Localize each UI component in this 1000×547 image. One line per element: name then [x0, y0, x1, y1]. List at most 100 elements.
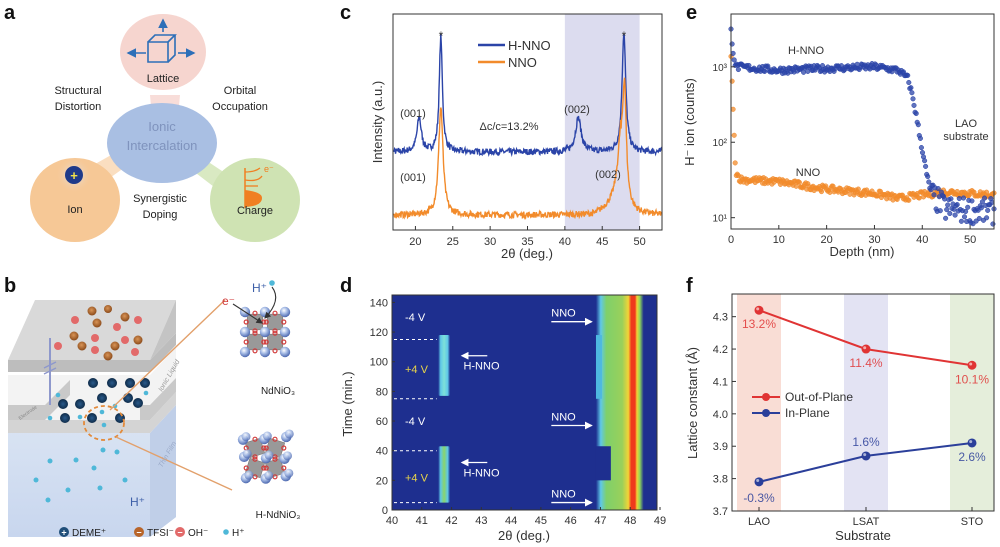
data-point	[909, 90, 915, 96]
series-nno	[393, 77, 662, 221]
oxygen-atom	[252, 330, 258, 336]
data-point	[922, 158, 928, 164]
plot-frame-f	[731, 293, 995, 512]
y-tick-label: 140	[370, 297, 388, 309]
legend-proton-icon	[223, 529, 229, 535]
panel-label-b: b	[4, 275, 16, 297]
data-point	[947, 210, 953, 217]
legend-label-in-plane: In-Plane	[785, 406, 830, 420]
x-tick-label: 40	[916, 234, 928, 246]
x-tick-label: 40	[559, 236, 571, 248]
data-point	[731, 57, 737, 63]
y-tick-label: 4.1	[713, 376, 728, 388]
data-point	[855, 186, 861, 192]
data-point	[906, 197, 912, 203]
cube-icon	[126, 18, 196, 63]
y-tick-label: 3.7	[713, 506, 728, 518]
nd-atom	[242, 449, 252, 459]
x-tick-label: 47	[594, 515, 606, 527]
nio6-octahedron	[266, 333, 284, 351]
y-tick-label: 4.3	[713, 312, 728, 324]
node-lattice-label: Lattice	[147, 73, 179, 85]
x-tick-label: 25	[447, 236, 459, 248]
data-point	[729, 78, 735, 84]
node-charge-label: Charge	[237, 205, 273, 217]
oxygen-atom	[281, 445, 287, 451]
x-tick-label: 30	[868, 234, 880, 246]
data-point	[944, 207, 950, 213]
y-tick-label: 120	[370, 327, 388, 339]
charge-electron-symbol: e⁻	[264, 164, 274, 174]
feature-label-nno: NNO	[551, 411, 576, 423]
x-tick-label: 10	[773, 234, 785, 246]
data-point	[919, 150, 926, 156]
y-tick-label: 10¹	[713, 214, 728, 225]
voltage-label: -4 V	[405, 312, 426, 324]
data-point	[925, 173, 931, 180]
x-tick-label: 45	[596, 236, 608, 248]
data-point	[952, 212, 958, 218]
data-point	[905, 72, 911, 78]
nd-atom	[262, 431, 272, 441]
oxygen-atom	[252, 436, 258, 442]
data-label: 2.6%	[958, 450, 986, 464]
data-point	[928, 187, 934, 193]
legend-label-nno: NNO	[508, 55, 537, 70]
x-tick-label: LSAT	[853, 516, 880, 528]
data-label: -0.3%	[743, 491, 775, 505]
annotation-lao: LAO	[955, 118, 977, 130]
oxygen-atom	[252, 456, 258, 462]
data-point	[976, 215, 982, 222]
feature-label-nno: NNO	[551, 489, 576, 501]
nio6-octahedron	[266, 313, 284, 331]
peak-label-001-hnno: (001)	[400, 108, 426, 120]
protons-in-film	[33, 447, 128, 503]
nd-atom	[284, 468, 294, 478]
data-point	[762, 68, 768, 74]
panel-a: a Ionic Intercalation Lattice + Ion	[4, 2, 300, 242]
oxygen-atom	[263, 465, 269, 471]
y-axis-label-d: Time (min.)	[340, 371, 355, 436]
data-point	[985, 207, 991, 213]
panel-b-legend: + DEME⁺ − TFSI⁻ − OH⁻ H⁺	[59, 527, 245, 539]
anion-cloud	[54, 305, 143, 361]
annotation-nno: NNO	[796, 167, 821, 179]
data-point	[735, 66, 741, 73]
crystal-structure-ndnio3	[239, 306, 291, 358]
data-point	[818, 189, 825, 195]
feature-label-h-nno: H-NNO	[463, 361, 499, 373]
legend-deme-label: DEME⁺	[72, 528, 106, 539]
node-ionic-intercalation	[107, 103, 217, 183]
oxygen-atom	[243, 465, 249, 471]
substrate-peak-star-1: *	[439, 29, 444, 43]
oxygen-atom	[272, 330, 278, 336]
feature-label-h-nno: H-NNO	[463, 467, 499, 479]
data-point	[910, 96, 916, 102]
legend-label-h-nno: H-NNO	[508, 38, 551, 53]
data-point	[965, 204, 971, 210]
data-point	[913, 110, 919, 117]
data-point-highlight	[969, 440, 973, 444]
zoom-line-bottom	[115, 436, 233, 491]
panel-label-c: c	[340, 2, 351, 24]
data-point	[765, 63, 771, 69]
data-point	[961, 214, 968, 220]
proton-annotation: H⁺	[252, 281, 267, 295]
center-line-1: Ionic	[148, 119, 176, 134]
data-point	[943, 215, 949, 221]
y-axis-label-e: H⁻ ion (counts)	[682, 78, 697, 166]
oxygen-atom	[272, 348, 278, 354]
y-tick-label: 20	[376, 475, 388, 487]
oxygen-atom	[272, 436, 278, 442]
oxygen-atom	[272, 310, 278, 316]
data-point-highlight	[756, 479, 760, 483]
structure-label-ndnio3: NdNiO₃	[261, 386, 295, 397]
data-point	[731, 132, 737, 138]
node-ion-label: Ion	[67, 204, 82, 216]
data-point	[969, 198, 975, 204]
data-label: 1.6%	[852, 435, 880, 449]
x-tick-label: 50	[633, 236, 645, 248]
legend-proton-label: H⁺	[232, 528, 245, 539]
data-point	[746, 62, 752, 69]
